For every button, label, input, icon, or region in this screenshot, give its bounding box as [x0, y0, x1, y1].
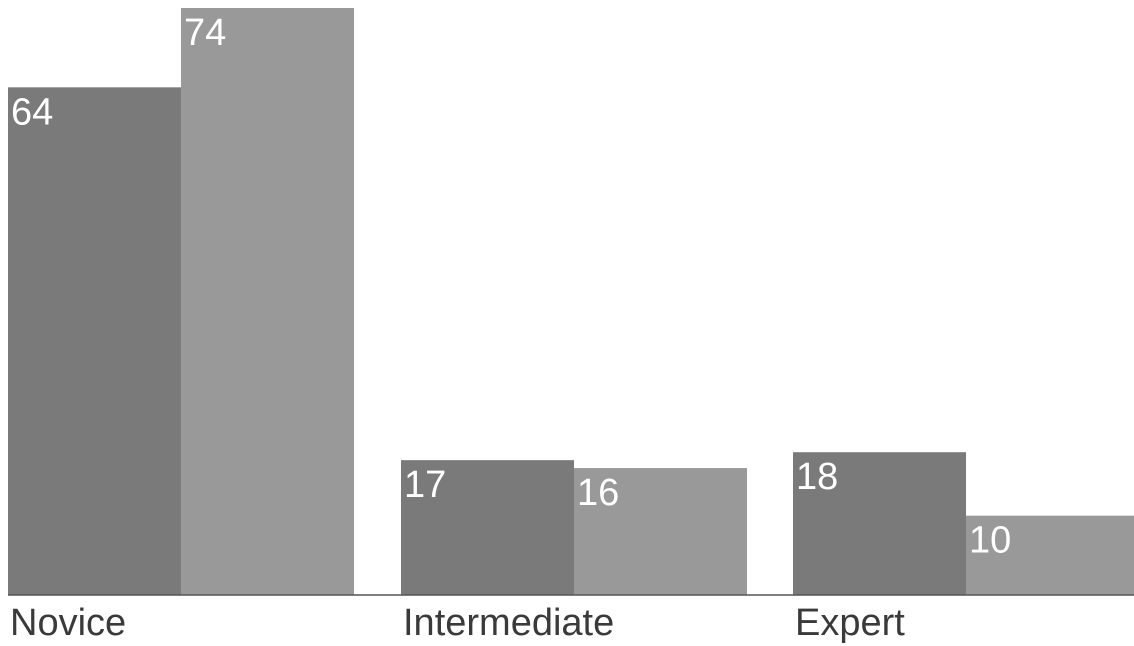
- bar-expert-series-1: [793, 452, 966, 595]
- category-label-novice: Novice: [10, 602, 126, 644]
- bar-intermediate-series-1: [401, 460, 574, 595]
- category-labels-layer: Novice Intermediate Expert: [10, 602, 905, 644]
- bar-novice-series-1: [8, 87, 181, 595]
- data-label-expert-series-2: 10: [969, 520, 1011, 562]
- data-label-novice-series-1: 64: [11, 91, 53, 133]
- bar-expert-series-2: [966, 515, 1134, 595]
- category-label-expert: Expert: [795, 602, 905, 644]
- bar-novice-series-2: [181, 8, 354, 595]
- bar-intermediate-series-2: [574, 468, 747, 595]
- data-label-novice-series-2: 74: [184, 12, 226, 54]
- data-label-intermediate-series-1: 17: [404, 464, 446, 506]
- data-label-intermediate-series-2: 16: [577, 472, 619, 514]
- data-label-expert-series-1: 18: [796, 456, 838, 498]
- bars-layer: 64 74 17 16 18 10: [8, 8, 1134, 595]
- category-label-intermediate: Intermediate: [403, 602, 614, 644]
